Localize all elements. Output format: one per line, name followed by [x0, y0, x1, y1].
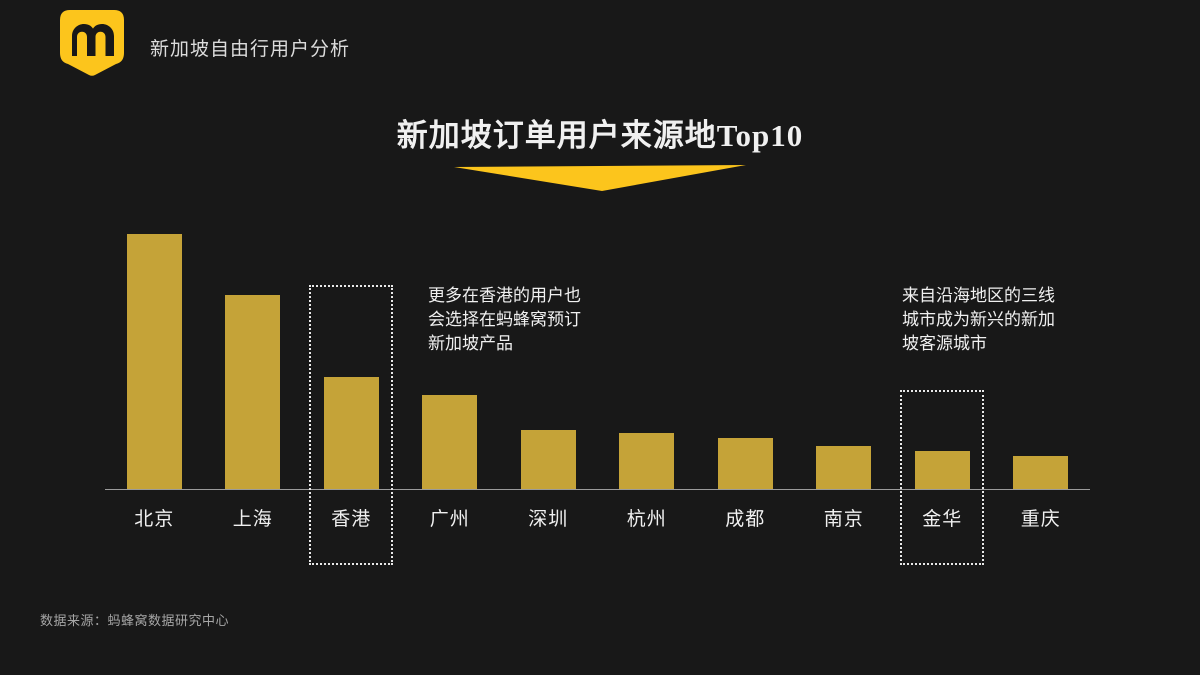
mafengwo-logo-icon — [58, 8, 126, 78]
data-source: 数据来源：蚂蜂窝数据研究中心 — [40, 613, 230, 628]
category-label-南京: 南京 — [823, 509, 864, 530]
bar-slot — [893, 235, 992, 489]
bar-slot — [992, 235, 1091, 489]
bar-南京 — [816, 446, 872, 489]
bar-深圳 — [520, 430, 576, 489]
category-label-杭州: 杭州 — [626, 509, 667, 530]
category-label-重庆: 重庆 — [1020, 509, 1061, 530]
category-label-成都: 成都 — [725, 509, 766, 530]
bar-香港 — [323, 377, 379, 489]
bar-slot — [401, 235, 500, 489]
highlight-box-hongkong — [309, 285, 393, 565]
bar-金华 — [914, 451, 970, 489]
category-label-广州: 广州 — [429, 509, 470, 530]
bar-北京 — [126, 234, 182, 489]
bar-slot — [204, 235, 303, 489]
bar-chart: 北京 上海 香港 广州 深圳 杭州 成都 南京 金华 重庆 — [105, 234, 1091, 575]
category-label-香港: 香港 — [331, 509, 372, 530]
category-label-金华: 金华 — [922, 509, 963, 530]
category-label-深圳: 深圳 — [528, 509, 569, 530]
bars-row — [105, 234, 1091, 490]
bar-slot — [105, 234, 204, 489]
annotation-jinhua: 来自沿海地区的三线城市成为新兴的新加坡客源城市 — [902, 286, 1055, 353]
bar-重庆 — [1013, 456, 1069, 489]
bar-slot — [696, 235, 795, 489]
bar-杭州 — [619, 433, 675, 489]
bar-广州 — [422, 395, 478, 489]
down-arrow-icon — [450, 165, 750, 191]
highlight-box-jinhua — [900, 390, 984, 565]
bar-slot — [499, 235, 598, 489]
bar-上海 — [225, 295, 281, 489]
annotation-hongkong: 更多在香港的用户也会选择在蚂蜂窝预订新加坡产品 — [428, 286, 581, 353]
category-label-上海: 上海 — [232, 509, 273, 530]
bar-slot — [302, 235, 401, 489]
chart-title: 新加坡订单用户来源地Top10 — [396, 118, 804, 153]
bar-slot — [598, 235, 697, 489]
bar-slot — [795, 235, 894, 489]
page-subtitle: 新加坡自由行用户分析 — [150, 39, 351, 60]
bar-成都 — [717, 438, 773, 489]
category-label-北京: 北京 — [134, 509, 175, 530]
labels-row: 北京 上海 香港 广州 深圳 杭州 成都 南京 金华 重庆 — [105, 490, 1090, 531]
